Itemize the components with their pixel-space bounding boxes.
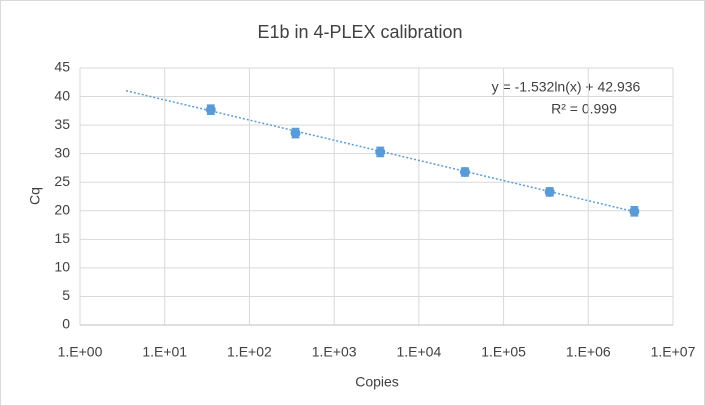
data-point: [629, 206, 640, 217]
annotation: y = -1.532ln(x) + 42.936: [492, 79, 641, 95]
y-tick-label: 0: [62, 316, 70, 332]
x-tick-label: 1.E+04: [396, 344, 441, 360]
annotation: R² = 0.999: [551, 101, 617, 117]
y-tick-label: 25: [54, 173, 70, 189]
y-tick-label: 35: [54, 116, 70, 132]
x-tick-label: 1.E+03: [312, 344, 357, 360]
y-tick-label: 40: [54, 87, 70, 103]
y-tick-label: 5: [62, 287, 70, 303]
data-point: [544, 186, 555, 197]
x-tick-label: 1.E+05: [481, 344, 526, 360]
data-point: [375, 146, 386, 157]
x-tick-label: 1.E+07: [651, 344, 696, 360]
y-tick-label: 10: [54, 259, 70, 275]
x-tick-label: 1.E+06: [566, 344, 611, 360]
y-tick-label: 30: [54, 144, 70, 160]
y-axis-label: Cq: [27, 187, 43, 205]
x-tick-label: 1.E+01: [142, 344, 187, 360]
chart-title: E1b in 4-PLEX calibration: [257, 22, 462, 42]
x-axis-label: Copies: [355, 374, 399, 390]
y-tick-label: 15: [54, 230, 70, 246]
x-tick-label: 1.E+02: [227, 344, 272, 360]
y-tick-label: 20: [54, 201, 70, 217]
y-tick-label: 45: [54, 59, 70, 75]
data-point: [459, 166, 470, 177]
data-point: [205, 104, 216, 115]
x-tick-label: 1.E+00: [58, 344, 103, 360]
data-point: [290, 128, 301, 139]
